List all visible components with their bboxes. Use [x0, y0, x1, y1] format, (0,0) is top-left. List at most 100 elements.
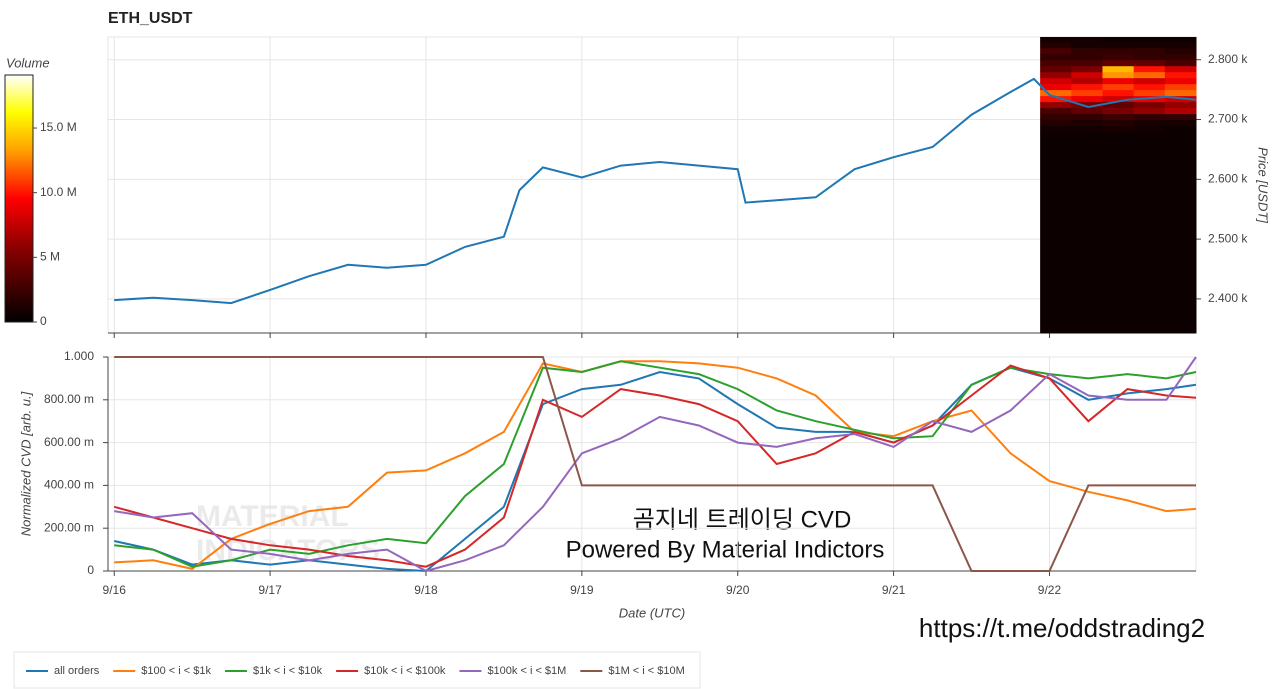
heatmap-cell: [1133, 71, 1166, 79]
colorbar-tick-label: 10.0 M: [40, 185, 77, 199]
heatmap-cell: [1040, 125, 1072, 132]
heatmap-cell: [1164, 53, 1197, 61]
x-tick-label: 9/19: [570, 583, 594, 597]
heatmap-cell: [1164, 71, 1197, 79]
heatmap-cell: [1040, 59, 1072, 67]
heatmap-cell: [1133, 59, 1166, 67]
y-tick-label: 2.800 k: [1208, 52, 1248, 66]
y-tick-label: 200.00 m: [44, 520, 94, 534]
colorbar: [4, 74, 34, 323]
heatmap-cell: [1133, 107, 1166, 115]
heatmap-cell: [1133, 119, 1166, 127]
heatmap-cell: [1102, 131, 1135, 334]
heatmap-cell: [1071, 59, 1103, 67]
heatmap-cell: [1071, 119, 1103, 127]
heatmap-cell: [1102, 83, 1135, 91]
y-tick-label: 1.000: [64, 349, 94, 363]
heatmap-cell: [1102, 71, 1135, 79]
line: [114, 360, 1197, 570]
heatmap-cell: [1164, 83, 1197, 91]
heatmap-cell: [1071, 113, 1103, 121]
heatmap-cell: [1164, 113, 1197, 121]
legend-label: $1M < i < $10M: [608, 665, 684, 677]
line: [113, 366, 1197, 573]
heatmap-cell: [1040, 77, 1072, 85]
title: ETH_USDT: [108, 10, 193, 27]
heatmap-cell: [1164, 47, 1197, 55]
heatmap-cell: [1133, 47, 1166, 55]
x-tick-label: 9/18: [414, 583, 438, 597]
heatmap-cell: [1071, 101, 1103, 109]
heatmap-cell: [1133, 101, 1166, 109]
heatmap-cell: [1164, 41, 1197, 49]
x-tick-label: 9/16: [103, 583, 127, 597]
heatmap-cell: [1102, 65, 1135, 73]
heatmap-cell: [1040, 131, 1072, 334]
heatmap-cell: [1164, 125, 1197, 132]
heatmap-cell: [1071, 71, 1103, 79]
y-tick-label: 0: [87, 563, 94, 577]
heatmap-cell: [1071, 37, 1103, 43]
heatmap-cell: [1102, 47, 1135, 55]
heatmap-cell: [1102, 95, 1135, 103]
heatmap-cell: [1102, 53, 1135, 61]
heatmap-cell: [1071, 83, 1103, 91]
heatmap-cell: [1040, 83, 1072, 91]
heatmap-cell: [1071, 107, 1103, 115]
heatmap-cell: [1040, 89, 1072, 97]
heatmap-cell: [1071, 53, 1103, 61]
heatmap-cell: [1071, 77, 1103, 85]
heatmap-cell: [1133, 113, 1166, 121]
heatmap-cell: [1071, 95, 1103, 103]
heatmap-cell: [1102, 77, 1135, 85]
heatmap-cell: [1102, 107, 1135, 115]
heatmap-cell: [1102, 59, 1135, 67]
x-tick-label: 9/22: [1038, 583, 1062, 597]
heatmap-cell: [1133, 65, 1166, 73]
y-axis-label: Price [USDT]: [1256, 147, 1271, 223]
heatmap-cell: [1133, 89, 1166, 97]
heatmap-cell: [1164, 77, 1197, 85]
heatmap-cell: [1040, 107, 1072, 115]
heatmap-cell: [1133, 83, 1166, 91]
x-axis-label: Date (UTC): [619, 605, 685, 620]
colorbar-title: Volume: [6, 55, 50, 70]
x-tick-label: 9/20: [726, 583, 750, 597]
line: [114, 356, 1196, 572]
heatmap-cell: [1040, 41, 1072, 49]
heatmap-cell: [1133, 53, 1166, 61]
legend-label: all orders: [54, 665, 100, 677]
heatmap-cell: [1133, 41, 1166, 49]
colorbar-tick-label: 5 M: [40, 250, 60, 264]
heatmap-cell: [1071, 125, 1103, 132]
heatmap-cell: [1040, 113, 1072, 121]
line: [114, 77, 1197, 305]
heatmap-cell: [1040, 37, 1072, 43]
heatmap-cell: [1164, 119, 1197, 127]
y-tick-label: 2.400 k: [1208, 291, 1248, 305]
y-tick-label: 2.500 k: [1208, 231, 1248, 245]
legend-label: $10k < i < $100k: [364, 665, 446, 677]
heatmap-cell: [1164, 59, 1197, 67]
heatmap-cell: [1071, 47, 1103, 55]
heatmap-cell: [1040, 53, 1072, 61]
heatmap-cell: [1164, 107, 1197, 115]
y-axis-label: Normalized CVD [arb. u.]: [18, 391, 33, 536]
heatmap-cell: [1040, 65, 1072, 73]
watermark: MATERIAL: [196, 500, 349, 533]
heatmap-cell: [1040, 71, 1072, 79]
legend-label: $100 < i < $1k: [141, 665, 211, 677]
legend-label: $1k < i < $10k: [253, 665, 323, 677]
colorbar-tick-label: 15.0 M: [40, 120, 77, 134]
y-tick-label: 800.00 m: [44, 392, 94, 406]
heatmap-cell: [1102, 89, 1135, 97]
line: [114, 356, 1197, 573]
heatmap-cell: [1164, 101, 1197, 109]
legend-label: $100k < i < $1M: [487, 665, 566, 677]
x-tick-label: 9/17: [258, 583, 282, 597]
heatmap-cell: [1071, 65, 1103, 73]
y-tick-label: 400.00 m: [44, 478, 94, 492]
heatmap-cell: [1102, 119, 1135, 127]
y-tick-label: 2.600 k: [1208, 171, 1248, 185]
